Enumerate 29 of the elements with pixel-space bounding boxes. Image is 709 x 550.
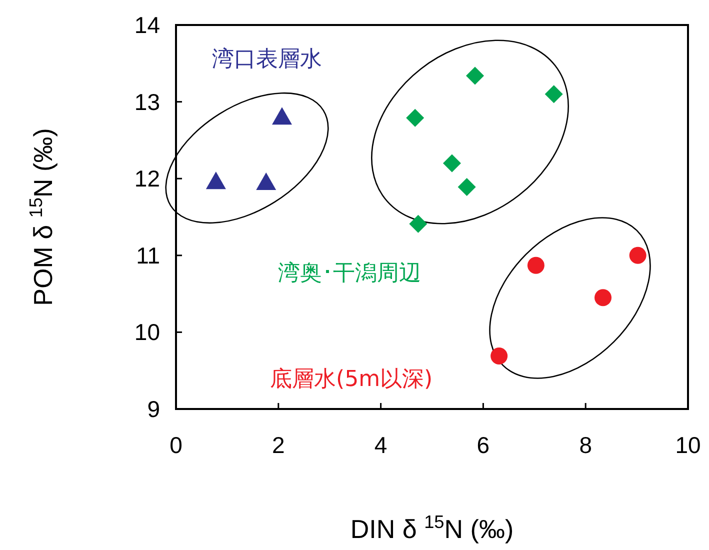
x-tick-label: 8 xyxy=(579,432,592,458)
point xyxy=(527,256,544,274)
point xyxy=(442,154,461,172)
y-tick-label: 9 xyxy=(147,396,160,422)
text: 底層水(5m以深) xyxy=(270,367,433,392)
point xyxy=(458,178,476,196)
point xyxy=(406,108,424,127)
x-tick-label: 6 xyxy=(476,432,490,458)
text: 湾口表層水 xyxy=(212,47,322,72)
y-tick-label: 14 xyxy=(134,12,160,38)
point xyxy=(206,172,226,190)
y-tick-label: 13 xyxy=(134,88,160,115)
point xyxy=(629,246,646,264)
point xyxy=(409,214,428,233)
series-label: 湾奥･干潟周辺 xyxy=(278,261,421,286)
y-tick-label: 10 xyxy=(134,319,160,346)
point xyxy=(256,172,276,190)
x-tick-label: 2 xyxy=(272,432,285,458)
point xyxy=(272,107,292,125)
y-tick-label: 11 xyxy=(136,242,160,268)
point xyxy=(490,348,508,365)
x-tick-label: 0 xyxy=(170,432,182,458)
x-tick-label: 4 xyxy=(374,432,388,458)
point xyxy=(466,66,484,85)
point xyxy=(544,85,563,104)
x-tick-label: 10 xyxy=(675,432,701,458)
x-axis-title: DIN δ $^{15}$N (‰) xyxy=(350,512,514,544)
point xyxy=(594,289,612,306)
y-tick-label: 12 xyxy=(134,166,160,192)
